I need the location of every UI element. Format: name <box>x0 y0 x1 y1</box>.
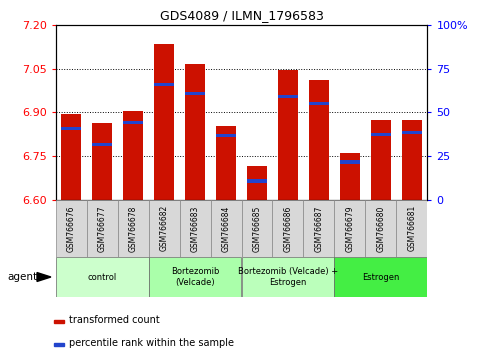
Text: control: control <box>87 273 117 281</box>
Bar <box>117 200 149 257</box>
Bar <box>61 127 81 130</box>
Bar <box>149 257 242 297</box>
Bar <box>303 200 334 257</box>
Text: GSM766680: GSM766680 <box>376 205 385 252</box>
Bar <box>185 64 205 200</box>
Bar <box>247 166 267 200</box>
Bar <box>149 200 180 257</box>
Text: GSM766682: GSM766682 <box>159 205 169 251</box>
Text: percentile rank within the sample: percentile rank within the sample <box>69 338 234 348</box>
Bar <box>180 200 211 257</box>
Text: agent: agent <box>7 272 37 282</box>
Text: GDS4089 / ILMN_1796583: GDS4089 / ILMN_1796583 <box>159 9 324 22</box>
Bar <box>86 200 117 257</box>
Text: GSM766677: GSM766677 <box>98 205 107 252</box>
Text: GSM766684: GSM766684 <box>222 205 230 252</box>
Bar <box>242 257 334 297</box>
Bar <box>123 111 143 200</box>
Bar <box>272 200 303 257</box>
Bar <box>278 95 298 98</box>
Bar <box>334 257 427 297</box>
Text: GSM766681: GSM766681 <box>408 205 416 251</box>
Bar <box>92 122 112 200</box>
Bar <box>242 200 272 257</box>
Bar <box>61 114 81 200</box>
Bar <box>154 44 174 200</box>
Bar <box>123 121 143 124</box>
Bar <box>340 153 360 200</box>
Polygon shape <box>37 273 51 281</box>
Bar <box>56 200 86 257</box>
Text: Bortezomib (Velcade) +
Estrogen: Bortezomib (Velcade) + Estrogen <box>238 267 338 287</box>
Bar <box>340 160 360 164</box>
Text: Bortezomib
(Velcade): Bortezomib (Velcade) <box>171 267 219 287</box>
Bar <box>309 102 329 105</box>
Bar <box>366 200 397 257</box>
Bar <box>309 80 329 200</box>
Bar <box>216 126 236 200</box>
Text: transformed count: transformed count <box>69 315 159 325</box>
Bar <box>54 343 64 346</box>
Bar <box>54 320 64 323</box>
Bar <box>56 257 149 297</box>
Text: GSM766679: GSM766679 <box>345 205 355 252</box>
Bar <box>185 92 205 95</box>
Bar <box>216 134 236 137</box>
Bar <box>211 200 242 257</box>
Bar <box>278 70 298 200</box>
Text: GSM766676: GSM766676 <box>67 205 75 252</box>
Bar <box>402 120 422 200</box>
Bar <box>371 133 391 136</box>
Bar <box>334 200 366 257</box>
Bar <box>402 131 422 135</box>
Text: GSM766678: GSM766678 <box>128 205 138 252</box>
Text: GSM766683: GSM766683 <box>190 205 199 252</box>
Bar <box>397 200 427 257</box>
Bar <box>371 120 391 200</box>
Bar <box>154 83 174 86</box>
Text: GSM766685: GSM766685 <box>253 205 261 252</box>
Bar <box>247 179 267 183</box>
Text: Estrogen: Estrogen <box>362 273 399 281</box>
Text: GSM766686: GSM766686 <box>284 205 293 252</box>
Bar <box>92 143 112 146</box>
Text: GSM766687: GSM766687 <box>314 205 324 252</box>
